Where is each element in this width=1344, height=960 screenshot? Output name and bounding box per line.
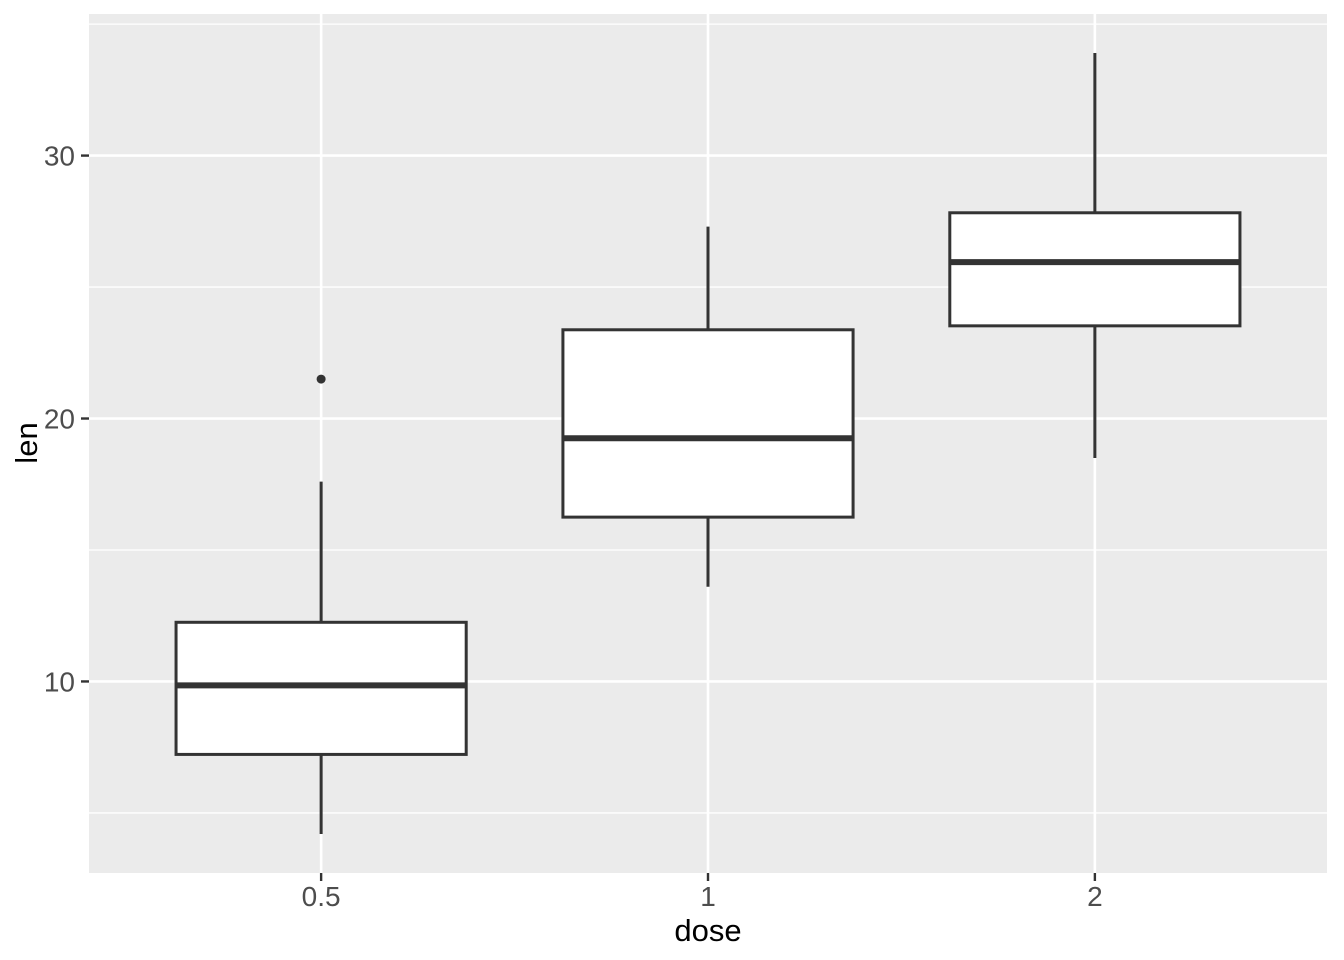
boxplot-box bbox=[561, 328, 855, 519]
x-tick-label: 2 bbox=[1087, 881, 1103, 912]
x-tick-label: 0.5 bbox=[302, 881, 341, 912]
y-tick-label: 30 bbox=[44, 141, 75, 172]
y-axis-title: len bbox=[9, 422, 44, 463]
y-tick-label: 20 bbox=[44, 404, 75, 435]
x-axis-title: dose bbox=[674, 913, 741, 948]
boxplot-box bbox=[948, 211, 1242, 328]
chart-marks: 10 20 30 0.5 1 2 bbox=[44, 14, 1327, 912]
y-tick-label: 10 bbox=[44, 666, 75, 697]
x-tick-label: 1 bbox=[700, 881, 716, 912]
outlier-point bbox=[316, 374, 326, 384]
